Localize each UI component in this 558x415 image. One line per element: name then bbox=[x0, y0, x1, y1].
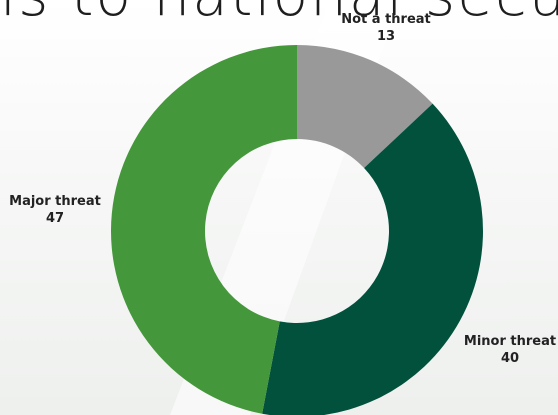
donut-labels: Not a threat 13 Minor threat 40 Major threat… bbox=[9, 12, 556, 366]
slice-value-minor-threat: 40 bbox=[501, 351, 519, 366]
slice-not-a-threat bbox=[297, 45, 433, 169]
slice-label-major-threat: Major threat bbox=[9, 194, 101, 209]
chart-heading: is to national security? bbox=[0, 0, 558, 30]
slice-label-not-a-threat: Not a threat bbox=[341, 12, 431, 27]
slice-label-minor-threat: Minor threat bbox=[464, 334, 556, 349]
slice-major-threat bbox=[111, 45, 297, 414]
slice-minor-threat bbox=[262, 103, 483, 415]
donut-slices bbox=[111, 45, 483, 415]
slice-value-not-a-threat: 13 bbox=[377, 29, 395, 44]
slice-value-major-threat: 47 bbox=[46, 211, 64, 226]
